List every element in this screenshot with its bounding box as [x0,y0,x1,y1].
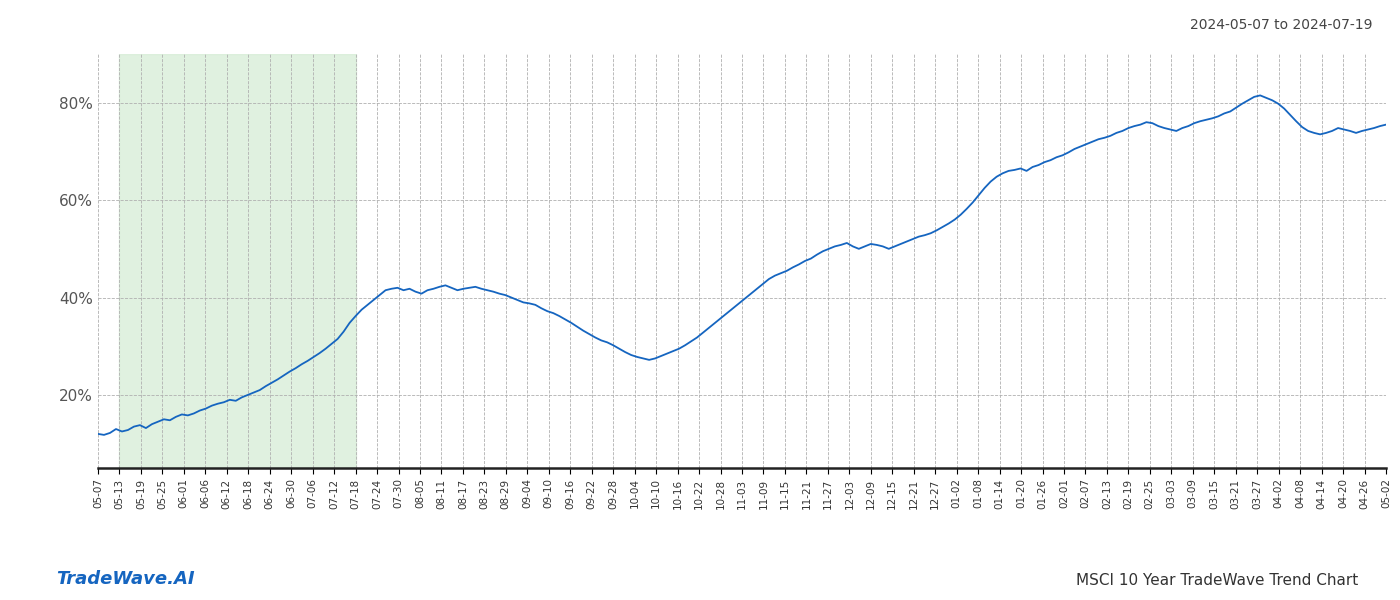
Text: MSCI 10 Year TradeWave Trend Chart: MSCI 10 Year TradeWave Trend Chart [1075,573,1358,588]
Text: 2024-05-07 to 2024-07-19: 2024-05-07 to 2024-07-19 [1190,18,1372,32]
Text: TradeWave.AI: TradeWave.AI [56,570,195,588]
Bar [119,54,356,468]
